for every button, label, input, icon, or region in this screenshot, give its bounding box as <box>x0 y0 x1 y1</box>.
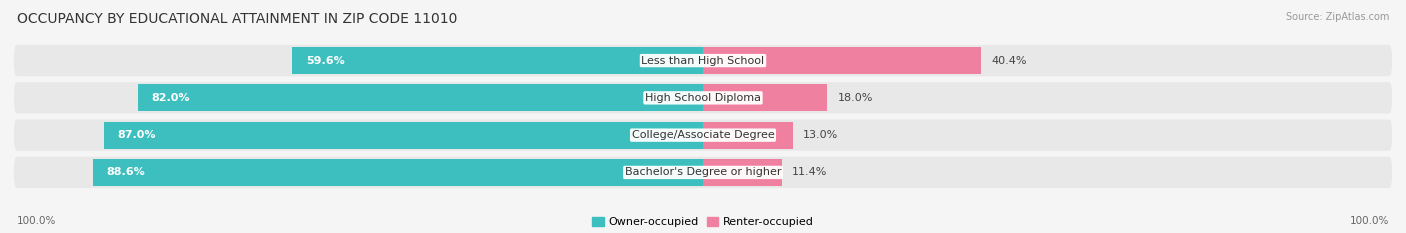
Bar <box>703 122 793 149</box>
Text: 100.0%: 100.0% <box>17 216 56 226</box>
Bar <box>93 159 703 186</box>
FancyBboxPatch shape <box>14 157 1392 188</box>
Text: 11.4%: 11.4% <box>792 168 827 177</box>
Text: 82.0%: 82.0% <box>152 93 190 103</box>
Text: 40.4%: 40.4% <box>991 56 1028 65</box>
Text: 100.0%: 100.0% <box>1350 216 1389 226</box>
Text: 87.0%: 87.0% <box>117 130 156 140</box>
Text: 13.0%: 13.0% <box>803 130 838 140</box>
Text: 18.0%: 18.0% <box>838 93 873 103</box>
Bar <box>138 84 703 111</box>
Text: High School Diploma: High School Diploma <box>645 93 761 103</box>
Bar <box>703 84 827 111</box>
Text: OCCUPANCY BY EDUCATIONAL ATTAINMENT IN ZIP CODE 11010: OCCUPANCY BY EDUCATIONAL ATTAINMENT IN Z… <box>17 12 457 26</box>
Text: 88.6%: 88.6% <box>107 168 145 177</box>
Legend: Owner-occupied, Renter-occupied: Owner-occupied, Renter-occupied <box>592 217 814 227</box>
Bar <box>104 122 703 149</box>
FancyBboxPatch shape <box>14 120 1392 151</box>
Text: 59.6%: 59.6% <box>307 56 344 65</box>
Text: Source: ZipAtlas.com: Source: ZipAtlas.com <box>1285 12 1389 22</box>
Bar <box>703 47 981 74</box>
Text: Less than High School: Less than High School <box>641 56 765 65</box>
FancyBboxPatch shape <box>14 45 1392 76</box>
Bar <box>703 159 782 186</box>
Text: College/Associate Degree: College/Associate Degree <box>631 130 775 140</box>
FancyBboxPatch shape <box>14 82 1392 113</box>
Bar <box>292 47 703 74</box>
Text: Bachelor's Degree or higher: Bachelor's Degree or higher <box>624 168 782 177</box>
